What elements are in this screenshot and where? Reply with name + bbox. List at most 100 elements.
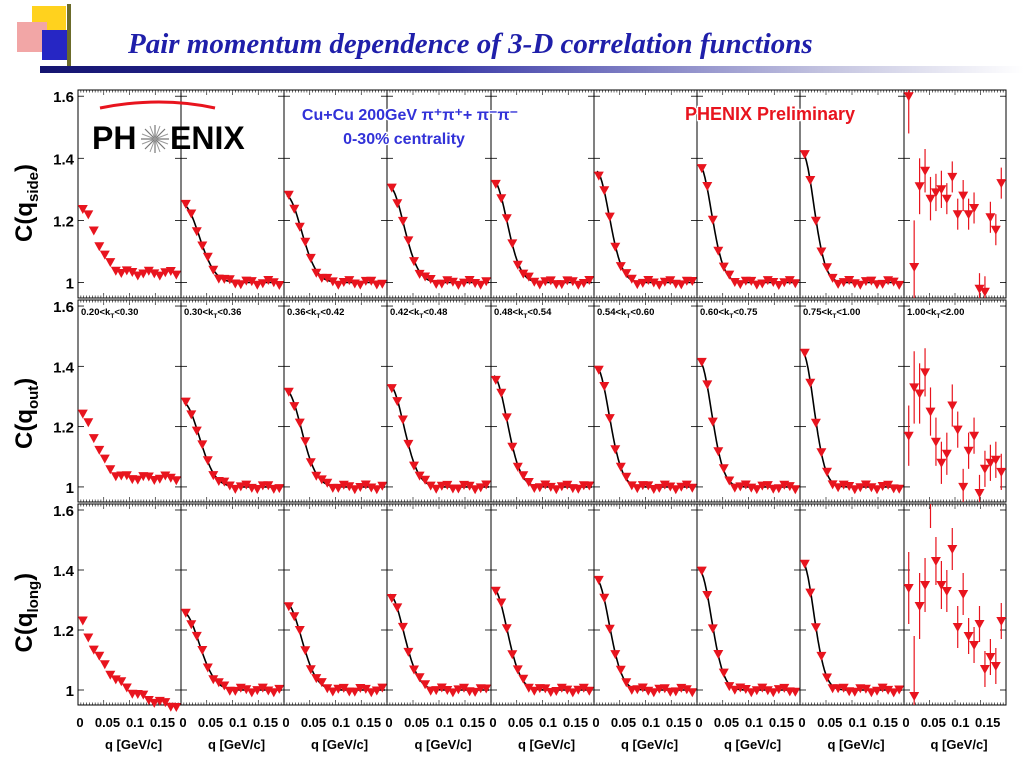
data-point bbox=[974, 284, 985, 294]
panel-frame bbox=[180, 503, 285, 706]
data-point bbox=[952, 210, 963, 220]
data-point bbox=[327, 687, 338, 697]
data-point bbox=[409, 461, 419, 471]
data-point bbox=[551, 485, 562, 495]
panels: 1 1.2 1.4 1.6 C(qside) 0.20<kT<0.30 0.30<kT<0.… bbox=[11, 89, 1007, 752]
data-point bbox=[518, 674, 529, 684]
data-point bbox=[556, 482, 567, 492]
data-point bbox=[746, 276, 757, 286]
data-point bbox=[208, 675, 219, 685]
data-point bbox=[952, 425, 963, 435]
data-point bbox=[105, 258, 116, 268]
x-tick-label: 0.05 bbox=[198, 715, 223, 730]
y-axis-title: C(qout) bbox=[11, 378, 42, 449]
data-point bbox=[397, 216, 408, 226]
data-point bbox=[626, 481, 637, 491]
data-point bbox=[838, 683, 849, 693]
data-point bbox=[294, 418, 305, 428]
data-point bbox=[197, 241, 208, 251]
data-point bbox=[768, 688, 779, 698]
y-tick-label: 1.2 bbox=[53, 623, 74, 640]
data-point bbox=[143, 266, 154, 276]
data-point bbox=[860, 480, 871, 490]
data-point bbox=[355, 280, 366, 290]
data-point bbox=[996, 467, 1007, 477]
data-point bbox=[969, 641, 980, 650]
data-point bbox=[490, 586, 501, 596]
data-point bbox=[459, 278, 469, 288]
data-point bbox=[773, 484, 784, 494]
data-point bbox=[523, 272, 534, 282]
panel-frame bbox=[77, 299, 182, 503]
data-point bbox=[790, 687, 801, 697]
data-point bbox=[990, 455, 1001, 465]
data-point bbox=[654, 483, 665, 493]
y-tick-label: 1.4 bbox=[53, 563, 75, 580]
data-point bbox=[920, 166, 931, 176]
data-point bbox=[371, 686, 382, 696]
data-point bbox=[958, 191, 969, 201]
panel-frame bbox=[490, 299, 595, 503]
x-tick-label: 0 bbox=[489, 715, 496, 730]
data-point bbox=[751, 686, 762, 696]
data-point bbox=[573, 484, 584, 494]
y-tick-label: 1 bbox=[66, 480, 74, 497]
data-point bbox=[593, 365, 604, 375]
data-point bbox=[344, 482, 355, 492]
data-point bbox=[985, 213, 996, 223]
data-point bbox=[252, 686, 263, 696]
data-point bbox=[420, 272, 431, 282]
data-point bbox=[171, 703, 182, 712]
data-point bbox=[551, 687, 562, 696]
data-point bbox=[464, 481, 475, 491]
x-tick-label: 0.1 bbox=[745, 715, 763, 730]
logo-arc bbox=[99, 100, 216, 110]
data-point bbox=[186, 620, 197, 630]
data-point bbox=[88, 645, 99, 655]
data-point bbox=[338, 278, 349, 287]
data-point bbox=[371, 485, 382, 495]
x-tick-label: 0.1 bbox=[951, 715, 969, 730]
data-point bbox=[578, 279, 589, 288]
data-point bbox=[665, 482, 676, 492]
x-tick-label: 0.15 bbox=[563, 715, 588, 730]
data-point bbox=[963, 446, 974, 456]
data-point bbox=[833, 483, 844, 493]
data-point bbox=[191, 227, 202, 237]
data-point bbox=[180, 397, 191, 407]
data-point bbox=[810, 216, 821, 226]
data-point bbox=[979, 464, 990, 474]
kt-bin-label: 0.60<kT<0.75 bbox=[700, 307, 758, 320]
data-point bbox=[757, 279, 768, 289]
data-point bbox=[470, 485, 481, 495]
data-point bbox=[403, 236, 414, 246]
data-point bbox=[855, 280, 866, 290]
data-point bbox=[643, 481, 654, 491]
kt-bin-label: 0.54<kT<0.60 bbox=[597, 307, 654, 320]
data-point bbox=[702, 380, 713, 390]
data-point bbox=[202, 252, 213, 262]
title-underline bbox=[40, 66, 1024, 73]
data-point bbox=[534, 280, 545, 290]
data-point bbox=[300, 437, 311, 447]
x-tick-label: 0.15 bbox=[356, 715, 381, 730]
x-tick-label: 0.1 bbox=[436, 715, 454, 730]
data-point bbox=[805, 176, 816, 185]
data-point bbox=[849, 485, 860, 495]
data-point bbox=[888, 688, 899, 698]
phenix-logo: PH ENIX bbox=[92, 100, 245, 156]
data-point bbox=[637, 278, 648, 288]
data-point bbox=[501, 214, 512, 224]
data-point bbox=[654, 280, 665, 290]
data-point bbox=[360, 480, 371, 490]
data-point bbox=[496, 194, 507, 204]
data-point bbox=[464, 276, 475, 285]
data-point bbox=[947, 545, 958, 554]
data-point bbox=[936, 581, 947, 590]
data-point bbox=[481, 277, 492, 287]
data-point bbox=[241, 480, 252, 490]
data-point bbox=[180, 199, 191, 209]
data-point bbox=[930, 557, 941, 566]
logo-star-icon bbox=[141, 125, 169, 153]
data-point bbox=[584, 481, 595, 491]
